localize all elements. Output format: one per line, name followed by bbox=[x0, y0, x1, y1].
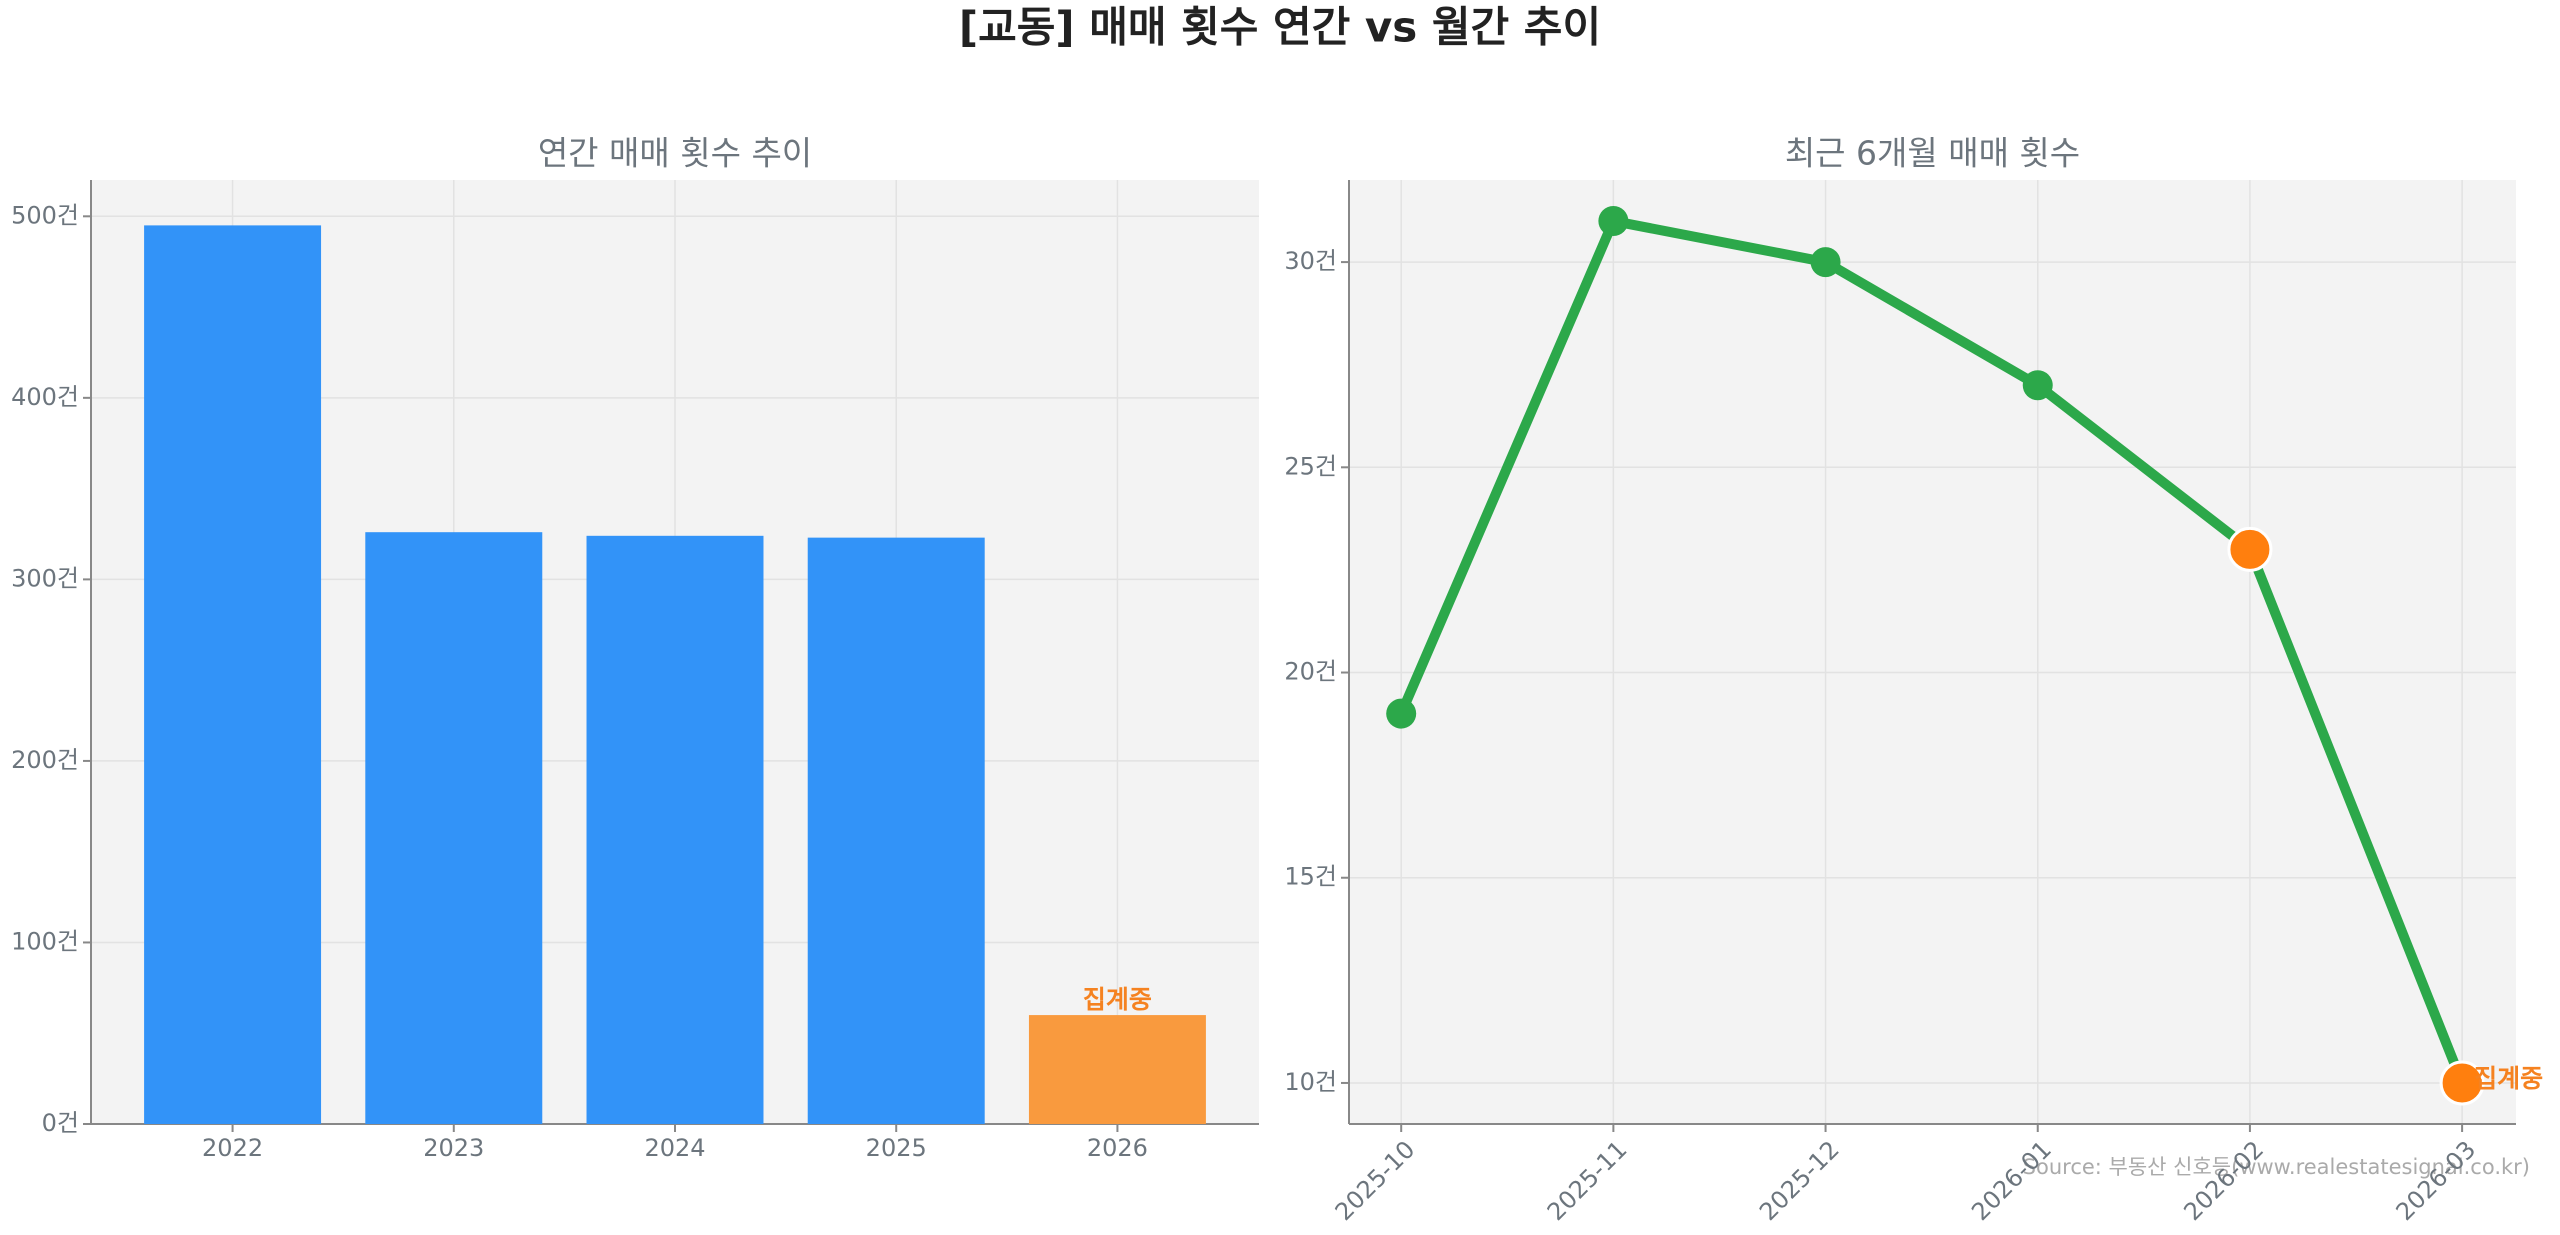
marker bbox=[1598, 206, 1629, 237]
x-tick-label: 2022 bbox=[202, 1134, 263, 1162]
y-tick-label: 25건 bbox=[1284, 452, 1337, 480]
x-tick-label: 2025 bbox=[866, 1134, 927, 1162]
line bbox=[1396, 216, 2467, 1085]
bar bbox=[1028, 1015, 1206, 1124]
y-tick-label: 15건 bbox=[1284, 863, 1337, 891]
marker bbox=[2439, 1060, 2485, 1106]
y-tick-label: 500건 bbox=[11, 201, 79, 229]
y-tick-label: 30건 bbox=[1284, 247, 1337, 275]
bar bbox=[144, 225, 322, 1124]
x-tick-label: 2025-12 bbox=[1754, 1135, 1845, 1226]
source-note: Source: 부동산 신호등(www.realestatesignal.co.… bbox=[2023, 1155, 2530, 1179]
x-tick-label: 2026-01 bbox=[1966, 1135, 2057, 1226]
bar bbox=[365, 532, 543, 1124]
y-tick-label: 10건 bbox=[1284, 1068, 1337, 1096]
annotation: 집계중 bbox=[1083, 985, 1152, 1014]
chart-title: 최근 6개월 매매 횟수 bbox=[1785, 134, 2080, 173]
figure-title: [교동] 매매 횟수 연간 vs 월간 추이 bbox=[959, 3, 1601, 52]
chart-title: 연간 매매 횟수 추이 bbox=[538, 134, 812, 173]
y-tick-label: 400건 bbox=[11, 383, 79, 411]
bar bbox=[807, 537, 985, 1124]
y-tick-label: 300건 bbox=[11, 564, 79, 592]
x-tick-label: 2024 bbox=[644, 1134, 705, 1162]
marker bbox=[1810, 247, 1841, 278]
marker bbox=[2022, 370, 2053, 401]
x-tick-label: 2025-10 bbox=[1330, 1135, 1421, 1226]
x-tick-label: 2026-03 bbox=[2391, 1135, 2482, 1226]
plot-background bbox=[1349, 180, 2516, 1124]
x-tick-label: 2026 bbox=[1087, 1134, 1148, 1162]
y-tick-label: 200건 bbox=[11, 746, 79, 774]
marker bbox=[2227, 526, 2273, 572]
marker bbox=[1386, 698, 1417, 729]
x-tick-label: 2025-11 bbox=[1542, 1135, 1633, 1226]
y-tick-label: 100건 bbox=[11, 927, 79, 955]
annotation: 집계중 bbox=[2474, 1064, 2543, 1093]
x-tick-label: 2026-02 bbox=[2178, 1135, 2269, 1226]
y-tick-label: 20건 bbox=[1284, 658, 1337, 686]
bar bbox=[586, 535, 764, 1124]
y-tick-label: 0건 bbox=[42, 1109, 79, 1137]
x-tick-label: 2023 bbox=[423, 1134, 484, 1162]
